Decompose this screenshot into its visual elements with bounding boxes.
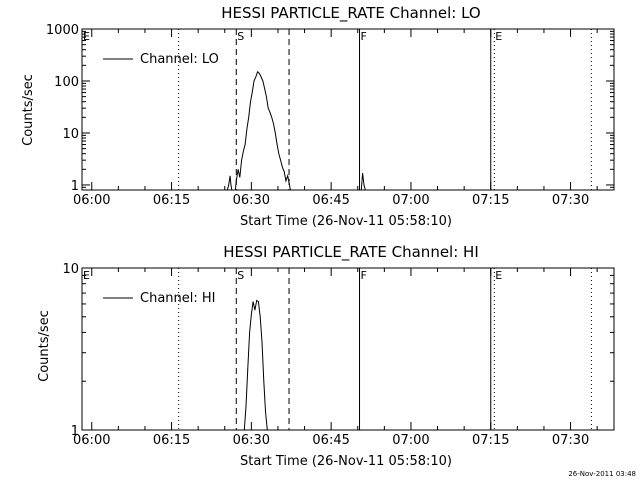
top-x-axis-label: Start Time (26-Nov-11 05:58:10) (240, 214, 452, 229)
bottom-x-tick-label: 07:15 (472, 433, 509, 448)
top-y-axis-label: Counts/sec (21, 74, 36, 146)
bottom-marker-label: S (237, 269, 244, 282)
top-x-tick-label: 06:15 (153, 193, 190, 208)
top-marker-label: F (361, 30, 367, 43)
bottom-marker-label: E (495, 269, 502, 282)
top-y-tick-label: 10 (62, 127, 79, 142)
top-x-tick-label: 06:00 (73, 193, 110, 208)
top-x-tick-label: 07:15 (472, 193, 509, 208)
top-marker-label: E (495, 30, 502, 43)
top-y-tick-label: 1000 (46, 23, 79, 38)
top-series-line (234, 70, 291, 191)
bottom-y-tick-label: 1 (71, 424, 79, 439)
bottom-marker-label: F (361, 269, 367, 282)
top-series-line (360, 172, 366, 191)
top-x-tick-label: 06:30 (233, 193, 270, 208)
bottom-x-tick-label: 06:45 (312, 433, 349, 448)
top-marker-label: S (237, 30, 244, 43)
top-y-tick-label: 100 (54, 75, 79, 90)
top-series-line (226, 175, 233, 191)
bottom-x-axis-label: Start Time (26-Nov-11 05:58:10) (240, 454, 452, 469)
bottom-x-tick-label: 07:00 (392, 433, 429, 448)
top-x-tick-label: 07:00 (392, 193, 429, 208)
bottom-chart-title: HESSI PARTICLE_RATE Channel: HI (223, 243, 479, 262)
top-x-tick-label: 06:45 (312, 193, 349, 208)
bottom-x-tick-label: 06:15 (153, 433, 190, 448)
bottom-series-line (243, 299, 268, 431)
top-chart-title: HESSI PARTICLE_RATE Channel: LO (221, 4, 480, 23)
top-x-tick-label: 07:30 (552, 193, 589, 208)
top-legend-label: Channel: LO (140, 52, 219, 67)
bottom-x-tick-label: 06:00 (73, 433, 110, 448)
bottom-legend-label: Channel: HI (140, 291, 216, 306)
bottom-x-tick-label: 06:30 (233, 433, 270, 448)
footer-timestamp: 26-Nov-2011 03:48 (568, 470, 636, 478)
bottom-y-tick-label: 10 (62, 262, 79, 277)
bottom-y-axis-label: Counts/sec (37, 310, 52, 382)
bottom-marker-label: E (83, 269, 90, 282)
top-marker-label: E (83, 30, 90, 43)
bottom-x-tick-label: 07:30 (552, 433, 589, 448)
top-y-tick-label: 1 (71, 179, 79, 194)
